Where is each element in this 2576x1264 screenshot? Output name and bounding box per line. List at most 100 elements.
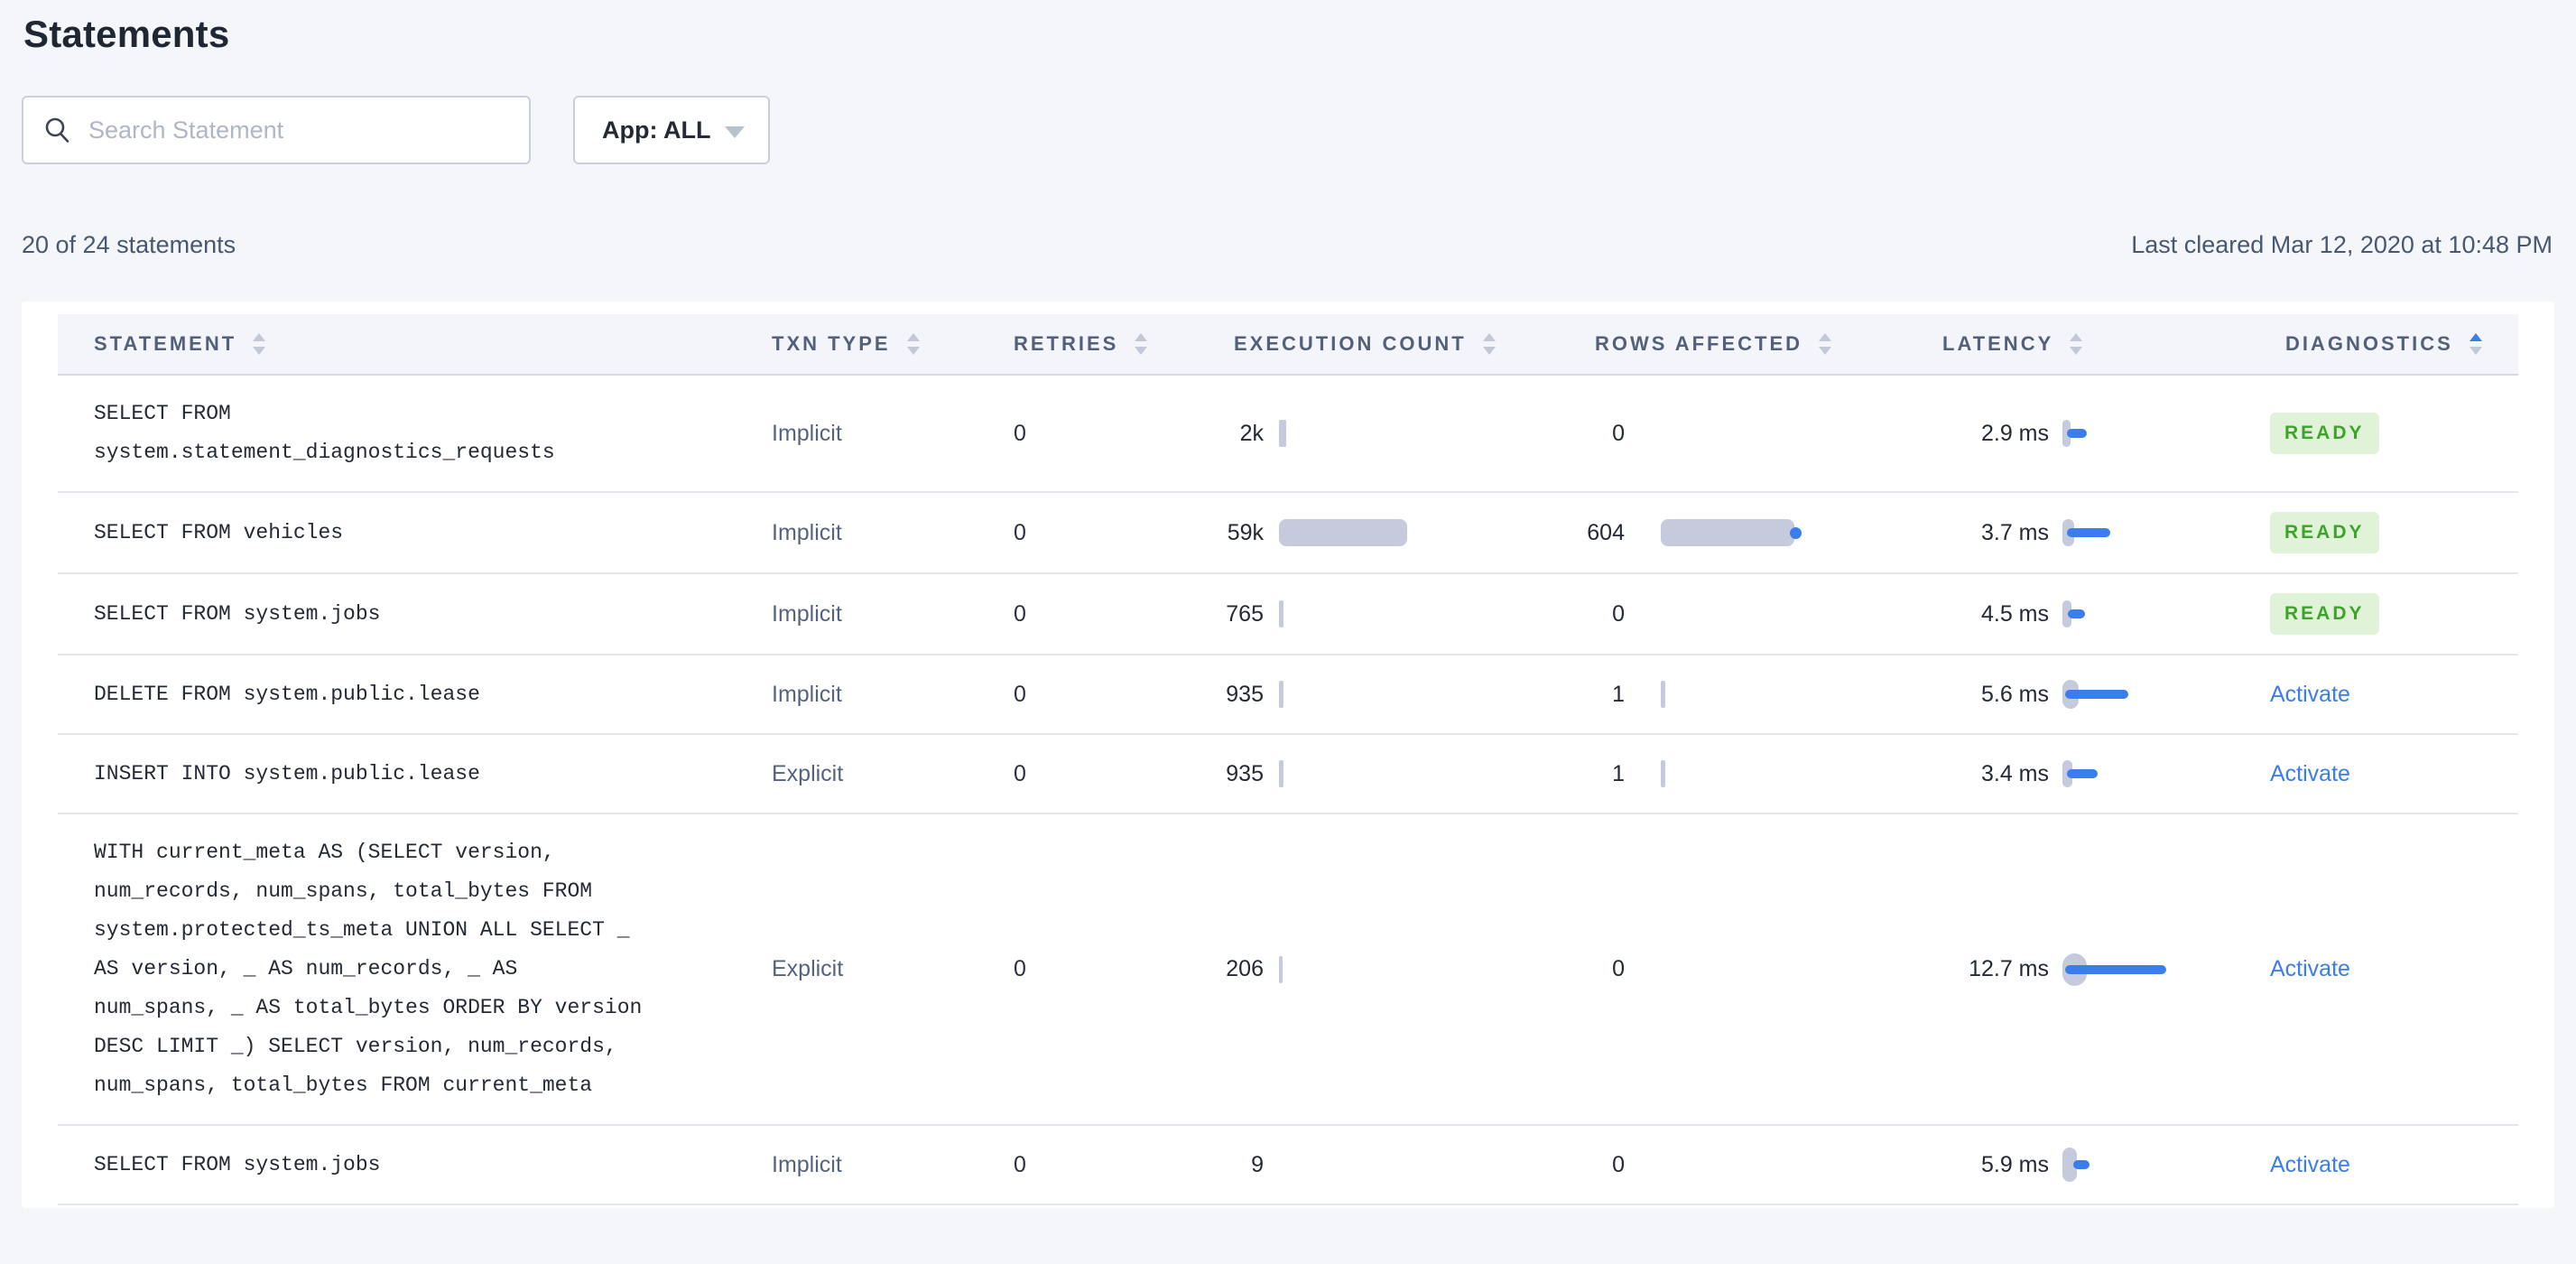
execution-count-bar <box>1279 760 1283 787</box>
latency-bar-chart <box>2062 754 2216 794</box>
diagnostics-ready-badge[interactable]: READY <box>2270 593 2379 635</box>
sort-asc-icon <box>2469 333 2482 341</box>
txn-type-cell: Implicit <box>772 681 842 707</box>
statement-cell[interactable]: SELECT FROM vehicles <box>58 514 772 553</box>
diagnostics-activate-button[interactable]: Activate <box>2270 681 2350 707</box>
diagnostics-ready-badge[interactable]: READY <box>2270 512 2379 553</box>
rows-affected-cell: 0 <box>1552 421 1913 447</box>
execution-count-value: 765 <box>1226 600 1264 627</box>
latency-mean-bar <box>2067 429 2087 438</box>
column-header-execution-count[interactable]: EXECUTION COUNT <box>1191 314 1552 374</box>
rows-affected-cell: 604 <box>1552 519 1913 546</box>
txn-type-cell: Explicit <box>772 956 844 981</box>
column-header-retries[interactable]: RETRIES <box>1014 314 1191 374</box>
column-header-statement[interactable]: STATEMENT <box>58 314 772 374</box>
filter-controls: App: ALL <box>22 96 2576 164</box>
execution-count-bar <box>1279 600 1283 627</box>
column-header-rows-affected[interactable]: ROWS AFFECTED <box>1552 314 1913 374</box>
rows-affected-value: 1 <box>1612 681 1625 707</box>
execution-count-cell: 2k <box>1191 420 1552 447</box>
statement-cell[interactable]: SELECT FROM system.jobs <box>58 1146 772 1185</box>
sort-arrows-icon <box>2469 333 2482 355</box>
statement-count-text: 20 of 24 statements <box>22 231 236 258</box>
sort-asc-icon <box>1819 333 1832 341</box>
statement-cell[interactable]: INSERT INTO system.public.lease <box>58 755 772 794</box>
sort-desc-icon <box>253 347 266 355</box>
execution-count-bar <box>1279 420 1286 447</box>
rows-affected-bar-group <box>1661 519 1802 546</box>
diagnostics-cell: Activate <box>2270 1152 2518 1178</box>
latency-mean-bar <box>2067 528 2110 537</box>
rows-affected-cell: 0 <box>1552 956 1913 982</box>
statement-cell[interactable]: WITH current_meta AS (SELECT version, nu… <box>58 833 772 1105</box>
app-filter-label: App: ALL <box>602 116 711 144</box>
column-header-diagnostics[interactable]: DIAGNOSTICS <box>2270 314 2518 374</box>
latency-mean-bar <box>2067 769 2098 778</box>
diagnostics-ready-badge[interactable]: READY <box>2270 413 2379 454</box>
latency-bar-chart <box>2062 950 2216 990</box>
latency-mean-bar <box>2065 964 2166 974</box>
statement-cell[interactable]: SELECT FROM system.jobs <box>58 595 772 634</box>
column-header-latency[interactable]: LATENCY <box>1913 314 2270 374</box>
txn-type-cell: Implicit <box>772 519 842 545</box>
diagnostics-activate-button[interactable]: Activate <box>2270 1151 2350 1177</box>
statement-text: SELECT FROM vehicles <box>94 520 344 544</box>
table-row: DELETE FROM system.public.lease Implicit 0… <box>58 655 2518 735</box>
column-header-label: ROWS AFFECTED <box>1595 332 1803 355</box>
column-header-txn-type[interactable]: TXN TYPE <box>772 314 1014 374</box>
column-header-label: TXN TYPE <box>772 332 891 355</box>
table-row: SELECT FROM vehicles Implicit 0 59k 604 3.7 m… <box>58 493 2518 574</box>
execution-count-bar <box>1279 681 1283 708</box>
execution-count-cell: 935 <box>1191 760 1552 787</box>
execution-count-value: 935 <box>1226 760 1264 786</box>
latency-value: 3.4 ms <box>1980 760 2049 786</box>
rows-affected-value: 1 <box>1612 760 1625 786</box>
latency-value: 3.7 ms <box>1980 519 2049 545</box>
rows-affected-cell: 1 <box>1552 681 1913 708</box>
latency-cell: 3.7 ms <box>1913 513 2270 553</box>
diagnostics-cell: READY <box>2270 413 2518 454</box>
rows-affected-value: 0 <box>1612 956 1625 981</box>
rows-affected-bar <box>1661 760 1665 787</box>
statement-text: DELETE FROM system.public.lease <box>94 682 480 706</box>
latency-value: 4.5 ms <box>1980 600 2049 627</box>
retries-cell: 0 <box>1014 420 1026 446</box>
last-cleared-text: Last cleared Mar 12, 2020 at 10:48 PM <box>2131 231 2553 258</box>
latency-bar-chart <box>2062 674 2216 714</box>
statement-cell[interactable]: SELECT FROM system.statement_diagnostics… <box>58 395 772 472</box>
column-header-label: EXECUTION COUNT <box>1234 332 1467 355</box>
search-statement-box[interactable] <box>22 96 531 164</box>
rows-affected-value: 604 <box>1587 519 1625 545</box>
rows-affected-value: 0 <box>1612 1151 1625 1177</box>
sort-arrows-icon <box>1482 333 1496 355</box>
latency-cell: 5.9 ms <box>1913 1145 2270 1185</box>
diagnostics-activate-button[interactable]: Activate <box>2270 760 2350 786</box>
latency-value: 5.9 ms <box>1980 1151 2049 1177</box>
column-header-label: DIAGNOSTICS <box>2285 332 2453 355</box>
table-row: SELECT FROM system.jobs Implicit 0 9 0 5.9 ms… <box>58 1126 2518 1205</box>
chevron-down-icon <box>725 125 746 138</box>
latency-mean-bar <box>2065 690 2128 699</box>
app-filter-dropdown[interactable]: App: ALL <box>573 96 771 164</box>
execution-count-value: 206 <box>1226 956 1264 981</box>
latency-stddev-capsule <box>2062 600 2071 627</box>
column-header-label: STATEMENT <box>94 332 237 355</box>
retries-cell: 0 <box>1014 681 1026 707</box>
rows-affected-bar-group <box>1661 681 1665 708</box>
sort-arrows-icon <box>906 333 920 355</box>
table-row: SELECT FROM system.statement_diagnostics… <box>58 376 2518 493</box>
latency-bar-chart <box>2062 513 2216 553</box>
latency-mean-bar <box>2073 1160 2090 1169</box>
execution-count-bar <box>1279 519 1407 546</box>
diagnostics-activate-button[interactable]: Activate <box>2270 956 2350 981</box>
rows-affected-bar-group <box>1661 760 1665 787</box>
execution-count-cell: 9 <box>1191 1152 1552 1178</box>
search-input[interactable] <box>88 116 511 144</box>
diagnostics-cell: READY <box>2270 593 2518 635</box>
latency-stddev-capsule <box>2062 1148 2077 1182</box>
sort-desc-icon <box>1819 347 1832 355</box>
statement-text: SELECT FROM system.jobs <box>94 601 381 626</box>
latency-bar-chart <box>2062 594 2216 634</box>
statement-cell[interactable]: DELETE FROM system.public.lease <box>58 675 772 714</box>
latency-cell: 5.6 ms <box>1913 674 2270 714</box>
